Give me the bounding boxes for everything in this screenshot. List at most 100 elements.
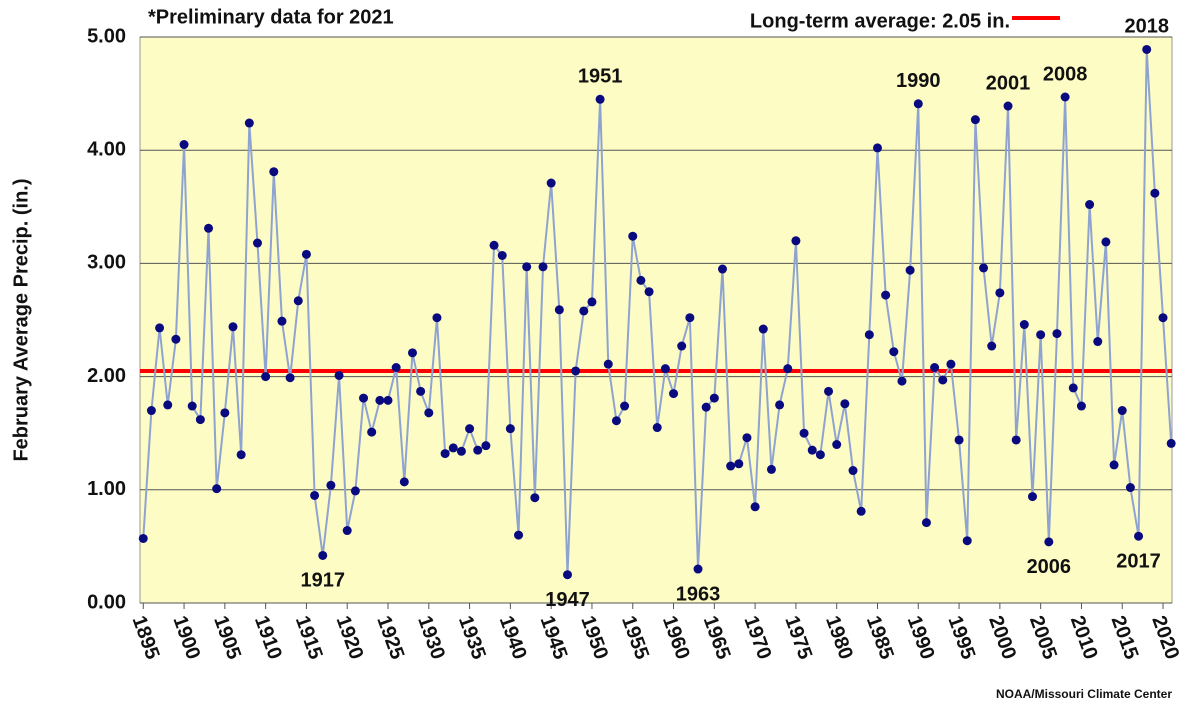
data-point: [1109, 460, 1119, 470]
data-point: [669, 389, 679, 399]
data-point: [342, 526, 352, 536]
data-point: [456, 446, 466, 456]
data-point: [538, 262, 548, 272]
data-point: [946, 359, 956, 369]
x-tick-label: 2000: [984, 613, 1020, 662]
x-tick-label: 1945: [536, 613, 572, 662]
x-tick-label: 2005: [1025, 613, 1061, 662]
data-point: [326, 480, 336, 490]
data-point: [913, 99, 923, 109]
data-point: [1068, 383, 1078, 393]
data-point: [407, 348, 417, 358]
data-point: [310, 490, 320, 500]
plot-area: [139, 36, 1173, 604]
data-point: [938, 375, 948, 385]
data-point: [367, 427, 377, 437]
x-tick-label: 1920: [332, 613, 368, 662]
data-point: [970, 115, 980, 125]
data-point: [603, 359, 613, 369]
data-point: [1134, 531, 1144, 541]
data-point: [261, 372, 271, 382]
x-tick-label: 1965: [699, 613, 735, 662]
data-point: [554, 305, 564, 315]
data-point: [1044, 537, 1054, 547]
data-point: [204, 223, 214, 233]
x-tick-label: 2020: [1147, 613, 1183, 662]
data-point: [187, 401, 197, 411]
note: *Preliminary data for 2021: [148, 6, 394, 28]
data-point: [620, 401, 630, 411]
data-point: [856, 506, 866, 516]
x-tick-label: 1900: [168, 613, 204, 662]
data-point: [775, 400, 785, 410]
annotation: 1917: [300, 570, 345, 592]
data-point: [546, 178, 556, 188]
data-point: [448, 443, 458, 453]
data-point: [1027, 492, 1037, 502]
data-point: [1142, 44, 1152, 54]
y-tick-label: 5.00: [87, 25, 126, 47]
data-point: [195, 415, 205, 425]
x-tick-label: 1955: [617, 613, 653, 662]
x-tick-label: 1930: [413, 613, 449, 662]
data-point: [758, 324, 768, 334]
data-point: [236, 450, 246, 460]
y-tick-label: 0.00: [87, 591, 126, 613]
data-point: [1019, 320, 1029, 330]
data-point: [1125, 483, 1135, 493]
annotation: 1947: [545, 589, 590, 611]
data-point: [481, 441, 491, 451]
data-point: [791, 236, 801, 246]
data-point: [815, 450, 825, 460]
data-point: [530, 493, 540, 503]
data-point: [726, 461, 736, 471]
data-point: [1117, 406, 1127, 416]
x-tick-label: 1895: [128, 613, 164, 662]
data-point: [1036, 330, 1046, 340]
data-point: [987, 341, 997, 351]
data-point: [1158, 313, 1168, 323]
data-point: [179, 140, 189, 150]
legend-label: Long-term average: 2.05 in.: [750, 10, 1010, 32]
data-point: [677, 341, 687, 351]
data-point: [1150, 188, 1160, 198]
data-point: [571, 366, 581, 376]
data-point: [318, 550, 328, 560]
data-point: [693, 564, 703, 574]
x-tick-label: 1985: [862, 613, 898, 662]
data-point: [840, 399, 850, 409]
data-point: [171, 334, 181, 344]
data-point: [155, 323, 165, 333]
x-tick-label: 1950: [576, 613, 612, 662]
annotation: 1963: [676, 583, 721, 605]
data-point: [473, 445, 483, 455]
data-point: [285, 373, 295, 383]
data-point: [799, 428, 809, 438]
y-tick-label: 1.00: [87, 478, 126, 500]
x-tick-label: 1975: [780, 613, 816, 662]
x-tick-label: 1960: [658, 613, 694, 662]
data-point: [921, 518, 931, 528]
data-point: [930, 363, 940, 373]
data-point: [848, 466, 858, 476]
x-tick-label: 1915: [291, 613, 327, 662]
data-point: [587, 297, 597, 307]
data-point: [962, 536, 972, 546]
data-point: [995, 288, 1005, 298]
data-point: [717, 264, 727, 274]
y-tick-label: 3.00: [87, 252, 126, 274]
data-point: [228, 322, 238, 332]
data-point: [1060, 92, 1070, 102]
data-point: [750, 502, 760, 512]
data-point: [465, 424, 475, 434]
data-point: [489, 240, 499, 250]
data-point: [628, 231, 638, 241]
data-point: [432, 313, 442, 323]
data-point: [660, 364, 670, 374]
data-point: [293, 296, 303, 306]
annotation: 2001: [986, 72, 1031, 94]
x-tick-label: 1990: [903, 613, 939, 662]
x-tick-label: 2015: [1107, 613, 1143, 662]
data-point: [709, 393, 719, 403]
